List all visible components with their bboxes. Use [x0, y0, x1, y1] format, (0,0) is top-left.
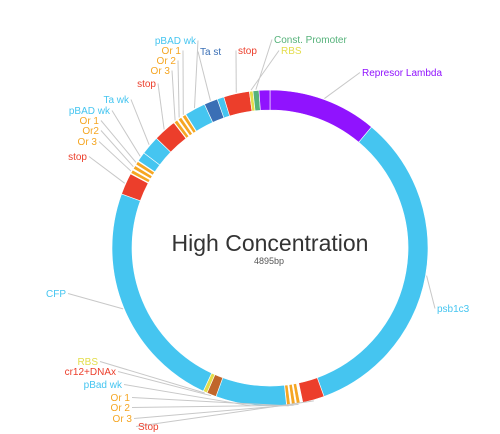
feature-label-const-promoter-25: Const. Promoter [274, 35, 347, 46]
leader-line-or-1-5 [131, 397, 289, 407]
leader-line-const-promoter-25 [255, 39, 273, 90]
segment-stop-2 [298, 377, 325, 403]
feature-label-pbad-wk-14: pBAD wk [69, 106, 111, 117]
feature-label-pbad-wk-6: pBad wk [84, 380, 123, 391]
segment-psb1c3-1 [316, 126, 429, 397]
leader-line-pbad-wk-14 [111, 110, 141, 157]
leader-line-rbs-8 [99, 361, 205, 394]
segment-or-3-11 [130, 169, 151, 183]
feature-label-rbs-8: RBS [77, 357, 98, 368]
feature-label-or-1-5: Or 1 [111, 393, 131, 404]
leader-line-pbad-wk-6 [123, 384, 251, 407]
leader-line-or-2-4 [131, 404, 294, 408]
leader-line-or-3-3 [133, 403, 299, 419]
plasmid-ring [111, 89, 429, 407]
feature-label-pbad-wk-20: pBAD wk [155, 36, 197, 47]
feature-label-cr12-dnax-7: cr12+DNAx [65, 367, 116, 378]
feature-label-ta-st-21: Ta st [200, 47, 221, 58]
feature-label-or2-12: Or2 [82, 126, 99, 137]
feature-label-or-1-13: Or 1 [80, 116, 100, 127]
feature-label-represor-lambda-0: Represor Lambda [362, 68, 442, 79]
segment-or2-12 [132, 165, 153, 180]
leader-line-or2-12 [100, 130, 134, 168]
leader-line-represor-lambda-0 [324, 72, 361, 99]
leader-line-or-3-17 [171, 70, 176, 121]
feature-label-or-3-3: Or 3 [113, 414, 133, 425]
feature-label-or-2-4: Or 2 [111, 403, 131, 414]
leader-line-stop-10 [88, 156, 126, 184]
segment-or-1-19 [181, 114, 197, 134]
feature-label-ta-wk-15: Ta wk [103, 95, 130, 106]
segment-represor-lambda-0 [269, 89, 372, 143]
feature-label-or-2-18: Or 2 [157, 56, 177, 67]
feature-label-stop-2: Stop [138, 422, 159, 433]
leader-line-cr12-dnax-7 [117, 371, 212, 397]
feature-label-stop-16: stop [137, 79, 156, 90]
leader-line-cfp-9 [67, 293, 124, 310]
segment-segment-26 [258, 89, 271, 111]
feature-label-or-1-19: Or 1 [162, 46, 182, 57]
leader-line-or-3-11 [98, 141, 132, 172]
feature-label-cfp-9: CFP [46, 289, 66, 300]
leader-line-pbad-wk-20 [193, 40, 199, 109]
plasmid-length: 4895bp [254, 256, 284, 266]
leader-line-stop-2 [135, 400, 314, 427]
feature-label-psb1c3-1: psb1c3 [437, 304, 470, 315]
segment-or-1-13 [135, 161, 155, 176]
leader-line-or-1-13 [100, 120, 137, 163]
feature-label-rbs-24: RBS [281, 46, 302, 57]
leader-line-stop-16 [157, 83, 165, 130]
label-leader-lines [67, 39, 436, 427]
feature-label-or-3-11: Or 3 [78, 137, 98, 148]
leader-line-rbs-24 [250, 50, 280, 91]
leader-line-psb1c3-1 [426, 275, 436, 309]
leader-line-or-2-18 [177, 60, 180, 118]
segment-stop-10 [121, 173, 149, 202]
leader-line-ta-st-21 [197, 51, 211, 101]
segment-or-2-18 [177, 116, 193, 137]
segment-or-3-17 [173, 119, 190, 139]
segment-stop-16 [155, 122, 187, 153]
feature-label-stop-10: stop [68, 152, 87, 163]
segment-cfp-9 [111, 193, 213, 392]
feature-label-or-3-17: Or 3 [151, 66, 171, 77]
feature-label-stop-23: stop [238, 46, 257, 57]
plasmid-name: High Concentration [172, 230, 369, 256]
leader-line-ta-wk-15 [130, 99, 150, 145]
